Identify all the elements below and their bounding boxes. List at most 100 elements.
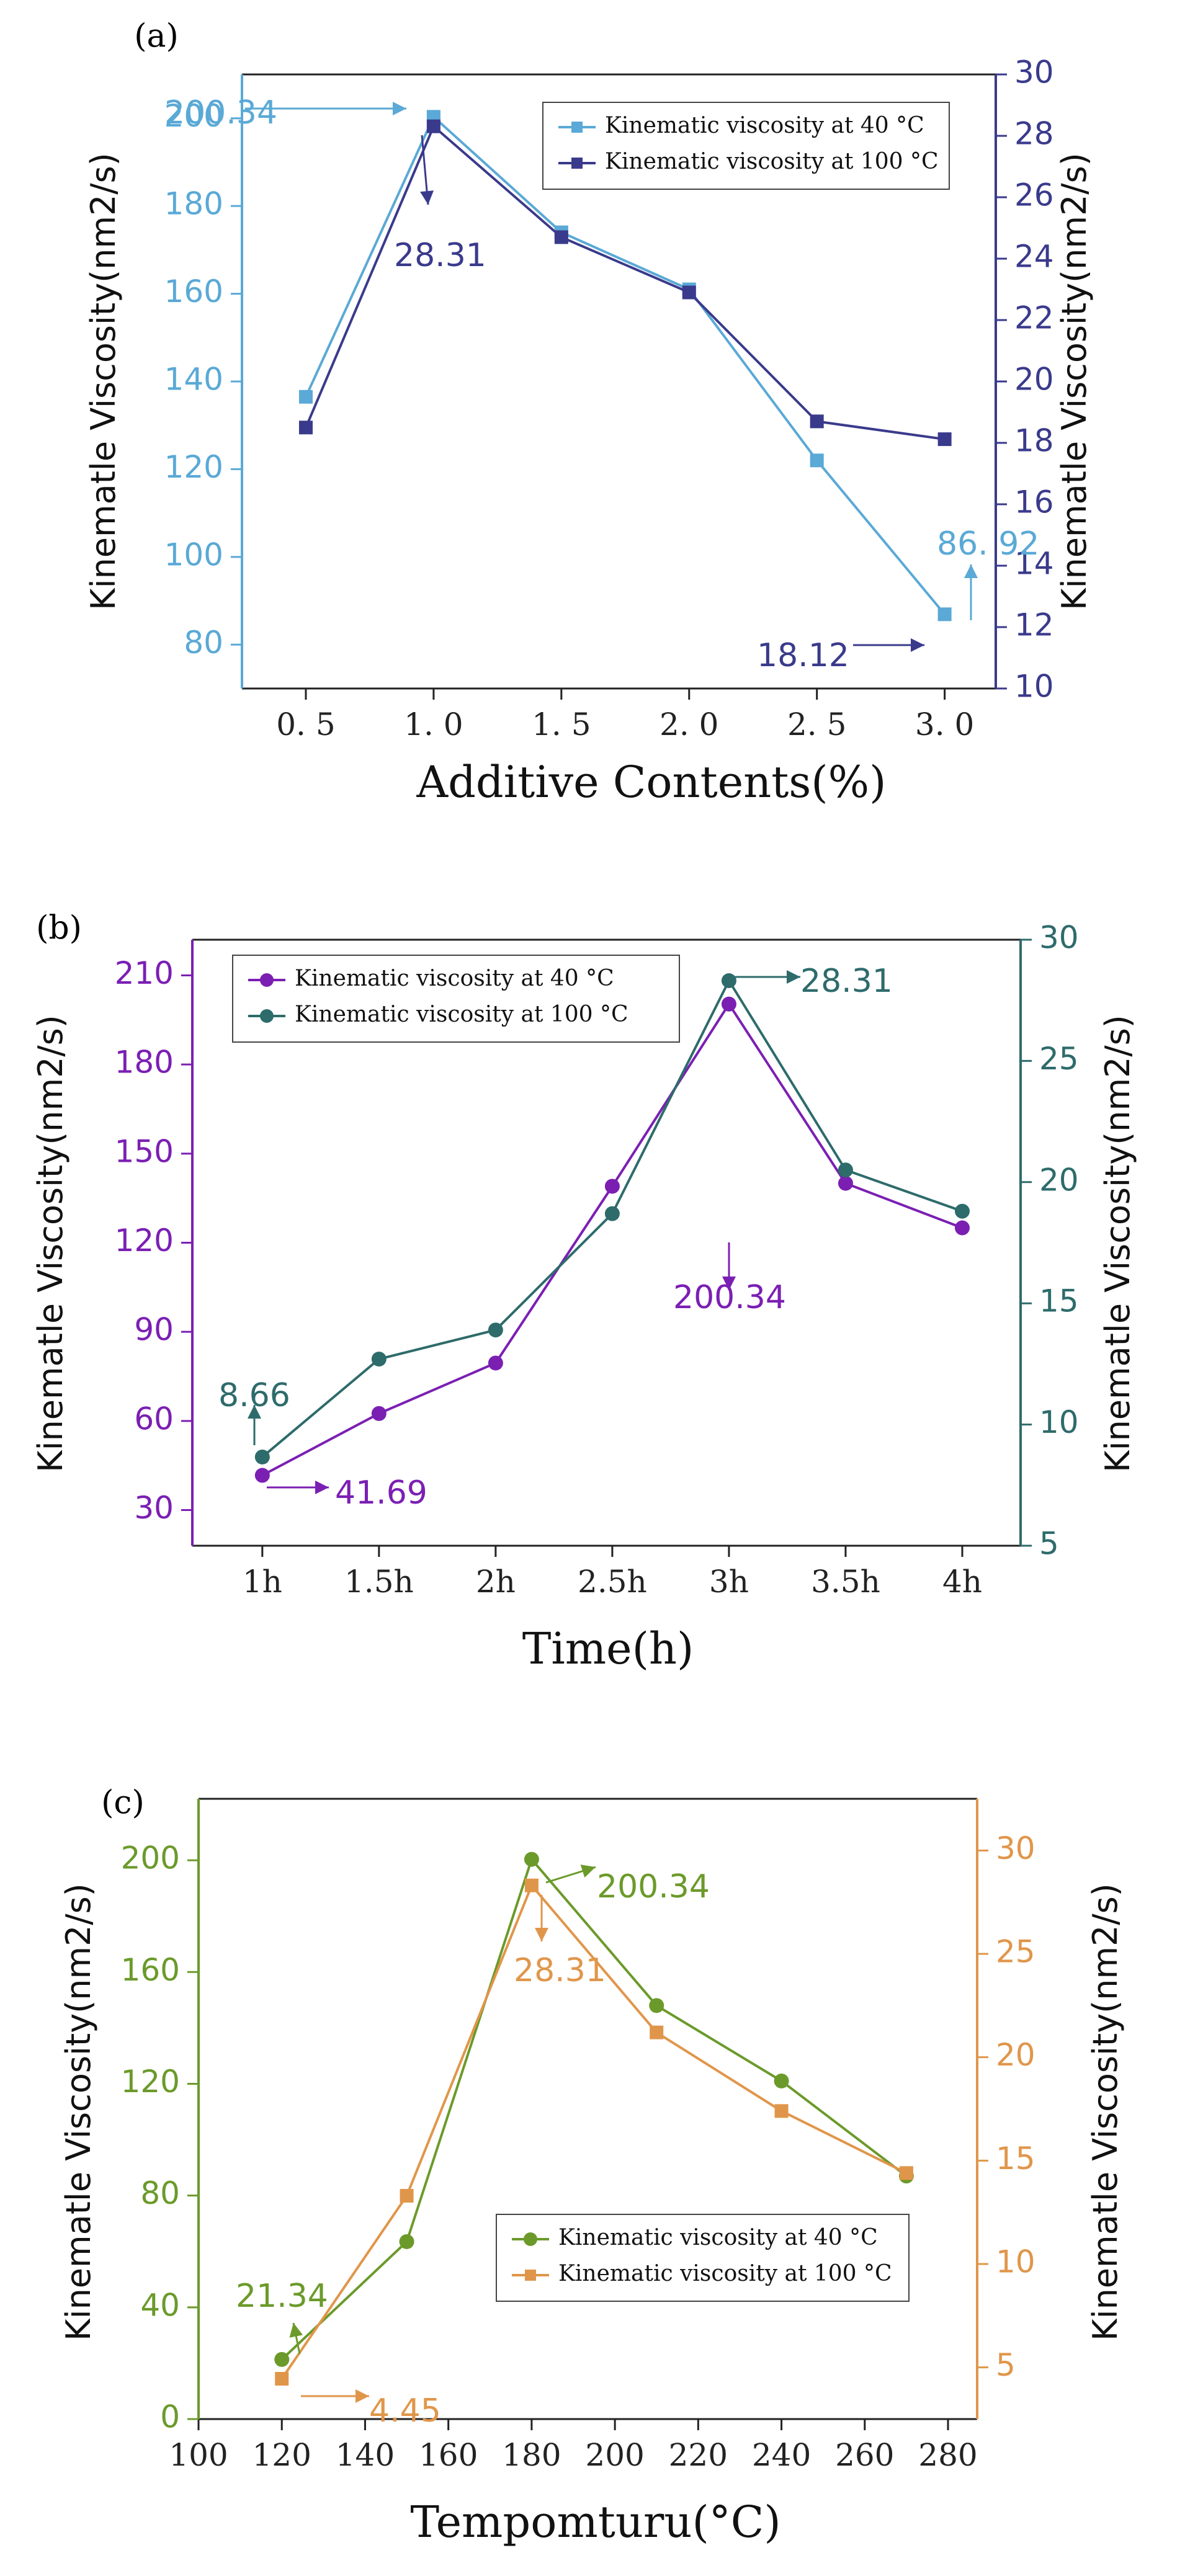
panel-c: (c) 100 120 140 160 180 200 220 240 260 280 0 40 80 12… bbox=[59, 1785, 1125, 2548]
legend-label: Kinematic viscosity at 40 °C bbox=[295, 966, 614, 991]
left-y-tick-label: 160 bbox=[121, 1952, 180, 1988]
data-point bbox=[937, 607, 952, 622]
right-y-tick-label: 15 bbox=[996, 2141, 1035, 2177]
data-point bbox=[488, 1355, 503, 1371]
annotation-label: 41.69 bbox=[335, 1474, 427, 1512]
x-axis-title: Additive Contents(%) bbox=[416, 757, 887, 808]
right-y-tick-label: 14 bbox=[1014, 546, 1054, 582]
x-tick-label: 100 bbox=[169, 2437, 228, 2473]
left-y-tick-label: 100 bbox=[164, 537, 223, 573]
data-point bbox=[899, 2166, 913, 2180]
data-point bbox=[399, 2234, 414, 2249]
annotation-label: 18.12 bbox=[757, 637, 849, 674]
right-y-tick-label: 10 bbox=[996, 2244, 1035, 2280]
data-point bbox=[954, 1220, 970, 1236]
annotation-arrowhead bbox=[535, 1928, 548, 1941]
x-tick-label: 3.5h bbox=[811, 1564, 880, 1600]
legend-box bbox=[496, 2214, 910, 2302]
right-y-axis-title: Kinematle Viscosity(nm2/s) bbox=[1086, 1883, 1125, 2341]
left-y-tick-label: 180 bbox=[164, 186, 223, 222]
right-y-tick-label: 20 bbox=[1039, 1162, 1079, 1198]
panel-label: (a) bbox=[134, 18, 179, 55]
x-axis-title: Tempomturu(°C) bbox=[410, 2497, 780, 2547]
right-y-tick-label: 25 bbox=[1039, 1041, 1079, 1077]
right-y-tick-label: 20 bbox=[996, 2037, 1035, 2073]
panel-b: (b) 1h 1.5h 2h 2.5h 3h 3.5h 4h 30 60 90 120 150 180 21… bbox=[31, 910, 1137, 1675]
x-tick-label: 2. 5 bbox=[787, 706, 846, 742]
data-point bbox=[682, 285, 696, 300]
x-tick-label: 4h bbox=[942, 1564, 982, 1600]
data-point bbox=[721, 996, 736, 1012]
x-tick-label: 200 bbox=[585, 2437, 644, 2473]
annotation-label: 200.34 bbox=[164, 94, 277, 131]
annotation-label: 8.66 bbox=[218, 1377, 290, 1414]
annotation-arrowhead bbox=[722, 1277, 736, 1290]
legend-label: Kinematic viscosity at 40 °C bbox=[605, 113, 924, 138]
x-tick-label: 3. 0 bbox=[915, 706, 974, 742]
x-tick-label: 2. 0 bbox=[660, 706, 718, 742]
annotation-arrowhead bbox=[580, 1865, 596, 1878]
data-point bbox=[838, 1162, 853, 1178]
right-y-tick-label: 20 bbox=[1014, 362, 1054, 398]
annotation-label: 200.34 bbox=[673, 1279, 786, 1316]
left-y-axis-title: Kinematle Viscosity(nm2/s) bbox=[59, 1883, 98, 2341]
annotation-arrowhead bbox=[248, 1405, 261, 1419]
right-y-tick-label: 16 bbox=[1014, 484, 1054, 520]
data-point bbox=[524, 1878, 539, 1892]
data-point bbox=[554, 230, 568, 244]
right-y-tick-label: 25 bbox=[996, 1934, 1035, 1970]
legend-marker bbox=[260, 973, 274, 987]
data-point bbox=[650, 2025, 664, 2039]
x-tick-label: 260 bbox=[835, 2437, 894, 2473]
data-point bbox=[721, 973, 736, 989]
legend-label: Kinematic viscosity at 40 °C bbox=[558, 2225, 878, 2250]
data-point bbox=[774, 2073, 789, 2088]
data-point bbox=[524, 1852, 539, 1867]
x-tick-label: 2h bbox=[476, 1564, 516, 1600]
legend-box bbox=[542, 102, 950, 190]
panel-a: (a) 0. 5 1. 0 1. 5 2. 0 2. 5 3. 0 80 100 120 140 16… bbox=[84, 18, 1094, 808]
legend-marker bbox=[571, 122, 583, 133]
annotation-arrowhead bbox=[787, 970, 800, 984]
data-point bbox=[400, 2189, 414, 2203]
x-tick-label: 1. 0 bbox=[404, 706, 463, 742]
right-y-tick-label: 30 bbox=[996, 1830, 1035, 1866]
left-y-tick-label: 140 bbox=[164, 362, 223, 398]
right-y-tick-label: 24 bbox=[1014, 239, 1054, 275]
annotation-arrowhead bbox=[356, 2389, 369, 2403]
annotation-arrowhead bbox=[315, 1481, 329, 1494]
data-point bbox=[371, 1406, 387, 1421]
annotation-arrowhead bbox=[289, 2323, 303, 2338]
left-y-tick-label: 40 bbox=[140, 2287, 180, 2323]
legend-label: Kinematic viscosity at 100 °C bbox=[605, 149, 939, 174]
legend-marker bbox=[525, 2270, 536, 2281]
legend: Kinematic viscosity at 40 °C Kinematic vi… bbox=[542, 102, 950, 190]
x-tick-label: 240 bbox=[752, 2437, 811, 2473]
left-y-tick-label: 200 bbox=[164, 98, 223, 134]
right-y-tick-label: 15 bbox=[1039, 1283, 1079, 1319]
x-tick-label: 140 bbox=[336, 2437, 395, 2473]
left-y-tick-label: 150 bbox=[115, 1133, 174, 1169]
annotation-arrowhead bbox=[964, 564, 978, 578]
right-y-axis-title: Kinematle Viscosity(nm2/s) bbox=[1098, 1015, 1137, 1473]
data-point bbox=[649, 1998, 664, 2013]
data-point bbox=[604, 1179, 620, 1194]
data-point bbox=[954, 1203, 970, 1219]
right-y-tick-label: 5 bbox=[996, 2347, 1016, 2383]
right-y-tick-label: 22 bbox=[1014, 300, 1054, 336]
panel-label: (c) bbox=[101, 1785, 145, 1822]
annotation-arrowhead bbox=[393, 102, 406, 115]
annotation-arrowhead bbox=[911, 638, 924, 652]
data-point bbox=[298, 390, 313, 404]
left-y-tick-label: 180 bbox=[115, 1045, 174, 1081]
legend-marker bbox=[524, 2232, 537, 2246]
legend-label: Kinematic viscosity at 100 °C bbox=[558, 2261, 892, 2286]
legend-marker bbox=[571, 158, 583, 169]
annotation-label: 86. 92 bbox=[937, 525, 1039, 563]
data-point bbox=[275, 2372, 289, 2386]
data-point bbox=[810, 414, 824, 429]
x-tick-label: 1. 5 bbox=[532, 706, 591, 742]
data-point bbox=[254, 1468, 270, 1483]
left-y-tick-label: 160 bbox=[164, 274, 223, 310]
